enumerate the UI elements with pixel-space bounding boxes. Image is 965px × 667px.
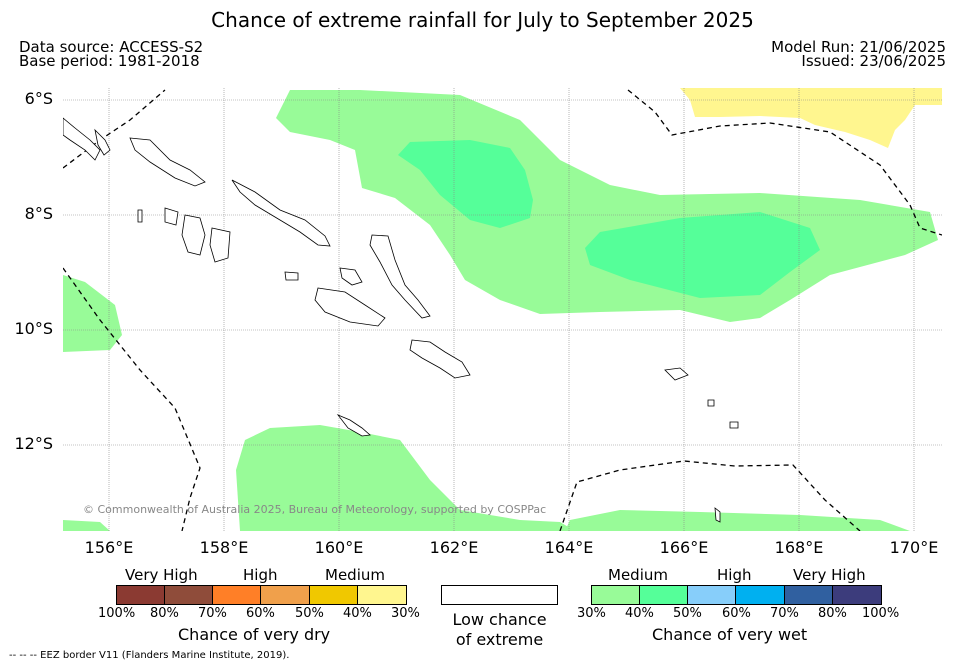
dry-header-high: High: [243, 566, 278, 584]
wet-medium-region-southeast: [565, 510, 910, 531]
wet-swatch-5: [785, 586, 833, 604]
dry-swatch-6: [358, 586, 406, 604]
lon-label-156e: 156°E: [84, 538, 134, 557]
lat-label-8s: 8°S: [24, 204, 53, 223]
dry-swatch-2: [165, 586, 213, 604]
dry-header-very-high: Very High: [125, 566, 198, 584]
lat-label-6s: 6°S: [24, 89, 53, 108]
wet-tick-40: 40%: [625, 606, 654, 621]
dry-tick-50: 50%: [295, 606, 324, 621]
wet-medium-region-southwest: [63, 520, 110, 531]
wet-high-region-1: [398, 140, 533, 228]
wet-tick-70: 70%: [770, 606, 799, 621]
dry-swatch-4: [261, 586, 310, 604]
lon-label-170e: 170°E: [889, 538, 939, 557]
lon-label-160e: 160°E: [314, 538, 364, 557]
model-run-label: Model Run: 21/06/2025: [771, 38, 946, 56]
wet-tick-100: 100%: [862, 606, 900, 621]
dry-medium-region: [680, 88, 942, 148]
wet-header-high: High: [717, 566, 752, 584]
wet-tick-80: 80%: [818, 606, 847, 621]
lon-label-164e: 164°E: [544, 538, 594, 557]
copyright-notice: © Commonwealth of Australia 2025, Bureau…: [83, 503, 547, 516]
wet-colorbar: [591, 585, 882, 605]
low-chance-swatch: [441, 585, 558, 605]
dry-tick-80: 80%: [150, 606, 179, 621]
low-chance-line1: Low chance: [452, 610, 547, 629]
dry-header-medium: Medium: [325, 566, 385, 584]
wet-medium-region-west: [63, 275, 122, 352]
eez-borders: [63, 89, 942, 531]
base-period-label: Base period: 1981-2018: [19, 52, 200, 70]
dry-swatch-3: [213, 586, 261, 604]
lat-label-10s: 10°S: [14, 319, 53, 338]
wet-tick-60: 60%: [722, 606, 751, 621]
wet-header-medium: Medium: [608, 566, 668, 584]
wet-medium-region-south: [236, 425, 575, 531]
issued-label: Issued: 23/06/2025: [801, 52, 946, 70]
wet-swatch-4: [736, 586, 785, 604]
eez-note: -- -- -- EEZ border V11 (Flanders Marine…: [9, 650, 290, 661]
wet-swatch-6: [833, 586, 881, 604]
wet-tick-30: 30%: [577, 606, 606, 621]
dry-colorbar: [116, 585, 407, 605]
lon-label-162e: 162°E: [429, 538, 479, 557]
dry-tick-70: 70%: [198, 606, 227, 621]
dry-caption: Chance of very dry: [178, 625, 331, 644]
islands: [63, 117, 739, 523]
dry-tick-100: 100%: [98, 606, 136, 621]
wet-high-region-2: [585, 212, 820, 298]
dry-swatch-5: [310, 586, 358, 604]
wet-header-very-high: Very High: [793, 566, 866, 584]
dry-tick-60: 60%: [246, 606, 275, 621]
wet-swatch-2: [640, 586, 688, 604]
lon-label-158e: 158°E: [199, 538, 249, 557]
lon-label-168e: 168°E: [774, 538, 824, 557]
wet-swatch-1: [592, 586, 640, 604]
dry-tick-40: 40%: [343, 606, 372, 621]
dry-swatch-1: [117, 586, 165, 604]
low-chance-line2: of extreme: [455, 630, 544, 649]
wet-caption: Chance of very wet: [652, 625, 808, 644]
map-title: Chance of extreme rainfall for July to S…: [211, 8, 754, 32]
wet-tick-50: 50%: [673, 606, 702, 621]
data-source-label: Data source: ACCESS-S2: [19, 38, 204, 56]
lon-label-166e: 166°E: [659, 538, 709, 557]
lat-label-12s: 12°S: [14, 434, 53, 453]
gridlines: [63, 88, 942, 531]
dry-tick-30: 30%: [391, 606, 420, 621]
wet-swatch-3: [688, 586, 736, 604]
